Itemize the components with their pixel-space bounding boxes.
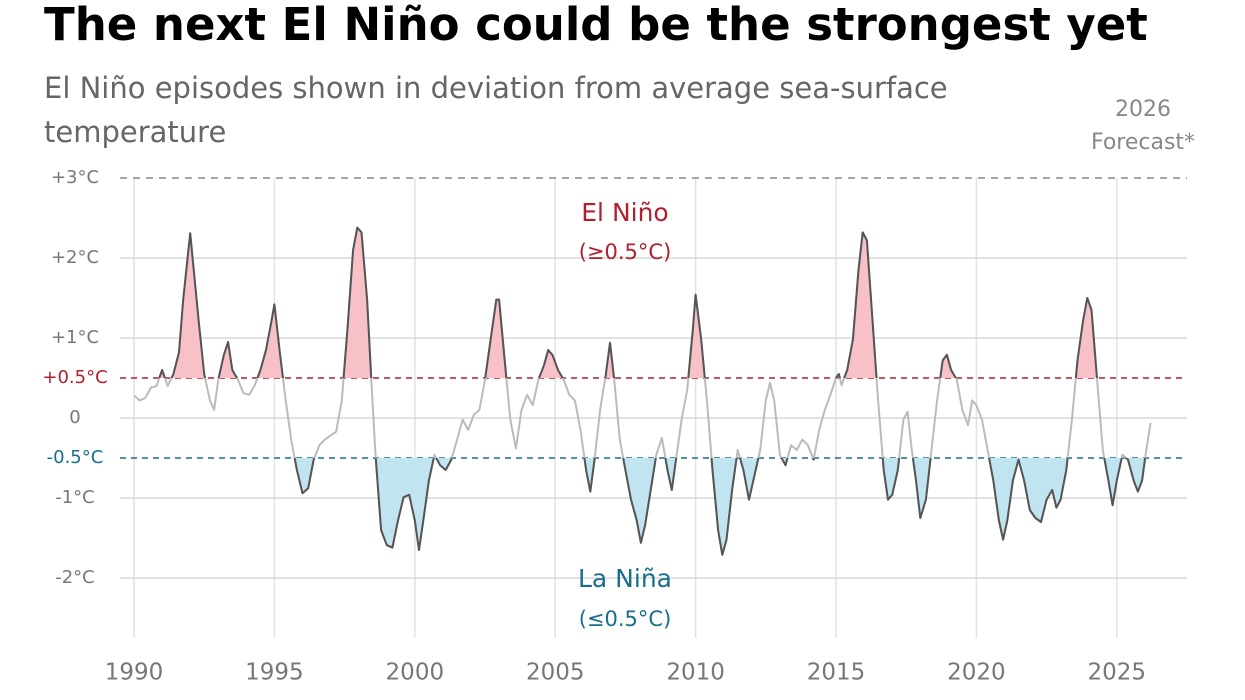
labels: El Niño (≥0.5°C) La Niña (≤0.5°C) [578,198,672,631]
x-tick-label: 1995 [245,660,304,686]
y-tick-label: -2°C [55,567,95,588]
subtitle: El Niño episodes shown in deviation from… [44,71,948,149]
x-tick-label: 2020 [947,660,1006,686]
la-nina-label: La Niña [578,564,672,593]
y-tick-label: -1°C [55,487,95,508]
x-tick-label: 2000 [386,660,445,686]
la-nina-area [134,458,1151,555]
x-tick-label: 1990 [105,660,164,686]
x-tick-label: 2025 [1088,660,1147,686]
y-tick-label: +3°C [51,167,99,188]
y-tick-label: +1°C [51,327,99,348]
x-tick-label: 2005 [526,660,585,686]
grid: 1990 1995 2000 2005 2010 2015 2020 2025 +3°C +2°C… [42,167,1187,686]
y-tick-label: 0 [69,407,80,428]
plot [133,226,1152,556]
y-tick-label: +2°C [51,247,99,268]
el-nino-label: El Niño [581,198,668,227]
forecast-label: Forecast* [1091,130,1195,155]
x-tick-label: 2010 [666,660,725,686]
subtitle-box: El Niño episodes shown in deviation from… [44,71,948,149]
y-tick-label: +0.5°C [42,367,107,388]
chart-title: The next El Niño could be the strongest … [44,0,1148,51]
x-tick-label: 2015 [807,660,866,686]
y-tick-label: -0.5°C [47,447,104,468]
la-nina-rule: (≤0.5°C) [579,607,672,631]
forecast-year: 2026 [1115,97,1171,122]
el-nino-rule: (≥0.5°C) [579,240,672,264]
la-nina-line [293,458,1147,556]
